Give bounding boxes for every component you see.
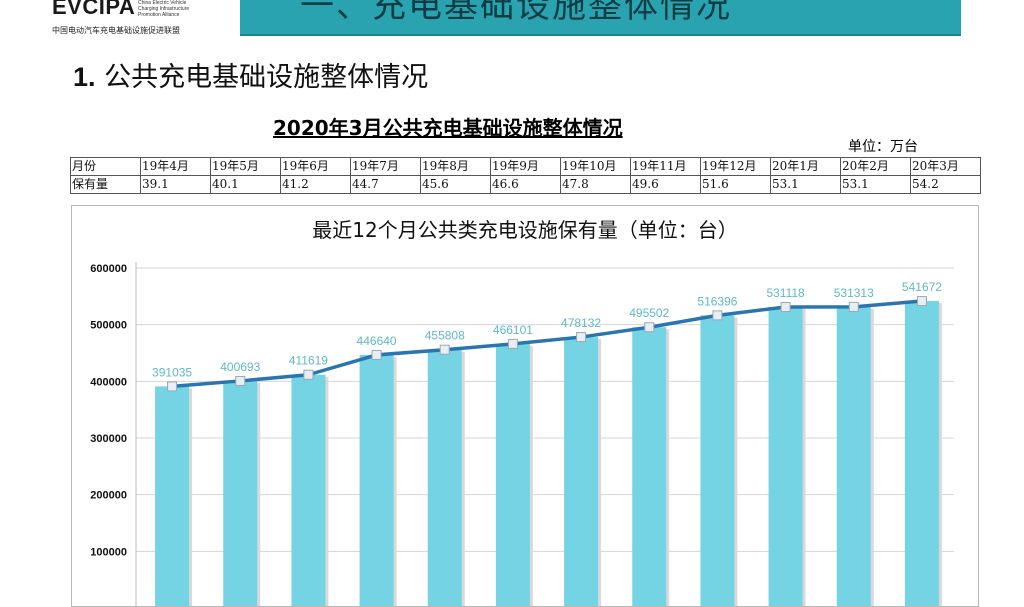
data-label: 495502	[629, 306, 669, 320]
monthly-stock-table: 月份 19年4月 19年5月 19年6月 19年7月 19年8月 19年9月 1…	[70, 157, 981, 194]
data-label: 455808	[425, 329, 465, 343]
data-label: 446640	[357, 334, 397, 348]
line-marker	[371, 349, 382, 360]
line-marker	[848, 301, 859, 312]
month-cell: 19年8月	[420, 157, 491, 176]
month-cell: 20年3月	[910, 157, 981, 176]
slide-title-banner: 一、充电基础设施整体情况	[240, 0, 961, 36]
bar	[768, 307, 803, 606]
data-label: 531118	[766, 286, 805, 300]
stock-bar-chart: 最近12个月公共类充电设施保有量（单位：台） 100000 200000 300000…	[90, 218, 954, 606]
section-title: 公共充电基础设施整体情况	[104, 62, 429, 93]
logo-subtitle-cn: 中国电动汽车充电基础设施促进联盟	[52, 26, 180, 35]
bar	[632, 327, 667, 606]
month-cell: 19年4月	[140, 157, 211, 176]
month-cell: 20年1月	[770, 157, 841, 176]
data-label: 411619	[289, 354, 328, 368]
data-label: 516396	[697, 294, 737, 308]
value-cell: 41.2	[280, 175, 351, 194]
value-cell: 51.6	[700, 175, 771, 194]
y-tick-label: 100000	[90, 546, 127, 558]
data-label: 531313	[834, 286, 874, 300]
data-label: 400693	[220, 360, 260, 374]
y-tick-label: 500000	[90, 320, 127, 332]
trend-line	[171, 299, 923, 389]
bar	[836, 306, 871, 606]
logo-subtitle-en: China Electric Vehicle Charging Infrastr…	[138, 0, 190, 18]
section-number: 1.	[73, 62, 96, 92]
y-tick-label: 200000	[90, 490, 127, 502]
slide-title-text: 一、充电基础设施整体情况	[300, 0, 732, 26]
line-marker	[644, 322, 655, 333]
line-marker	[167, 381, 178, 392]
y-tick-label: 600000	[90, 263, 127, 275]
line-marker	[507, 338, 518, 349]
row-label-month: 月份	[70, 157, 141, 176]
bar	[223, 380, 258, 606]
data-label: 391035	[152, 365, 192, 379]
section-heading: 1. 公共充电基础设施整体情况	[73, 55, 428, 94]
line-marker	[916, 296, 927, 307]
bar	[291, 374, 326, 606]
bar	[904, 301, 939, 606]
value-cell: 40.1	[210, 175, 281, 194]
bar	[495, 343, 530, 606]
value-cell: 47.8	[560, 175, 631, 194]
bar	[427, 349, 462, 606]
table-title: 2020年3月公共充电基础设施整体情况	[273, 116, 623, 140]
month-cell: 19年7月	[350, 157, 421, 176]
line-marker	[439, 344, 450, 355]
unit-label: 单位：万台	[848, 139, 918, 155]
month-cell: 19年12月	[700, 157, 771, 176]
table-row-values: 保有量 39.1 40.1 41.2 44.7 45.6 46.6 47.8 4…	[70, 175, 981, 194]
table-row-months: 月份 19年4月 19年5月 19年6月 19年7月 19年8月 19年9月 1…	[70, 157, 981, 176]
line-marker	[235, 375, 246, 386]
value-cell: 39.1	[140, 175, 211, 194]
y-tick-label: 400000	[90, 376, 127, 388]
month-cell: 19年9月	[490, 157, 561, 176]
line-marker	[780, 302, 791, 313]
chart-panel: 最近12个月公共类充电设施保有量（单位：台） 100000 200000 300000…	[71, 205, 979, 607]
bar	[359, 354, 394, 606]
value-cell: 45.6	[420, 175, 491, 194]
month-cell: 19年10月	[560, 157, 631, 176]
value-cell: 44.7	[350, 175, 421, 194]
chart-title: 最近12个月公共类充电设施保有量（单位：台）	[312, 218, 737, 242]
month-cell: 20年2月	[840, 157, 911, 176]
value-cell: 53.1	[770, 175, 841, 194]
value-cell: 54.2	[910, 175, 981, 194]
bar	[564, 337, 599, 606]
data-label: 478132	[561, 316, 601, 330]
month-cell: 19年6月	[280, 157, 351, 176]
logo-brand: EVCIPA	[52, 0, 136, 19]
row-label-stock: 保有量	[70, 175, 141, 194]
bar	[155, 386, 190, 606]
month-cell: 19年11月	[630, 157, 701, 176]
value-cell: 53.1	[840, 175, 911, 194]
y-tick-label: 300000	[90, 433, 127, 445]
data-label: 466101	[493, 323, 533, 337]
month-cell: 19年5月	[210, 157, 281, 176]
line-marker	[303, 369, 314, 380]
data-label: 541672	[902, 280, 942, 294]
value-cell: 49.6	[630, 175, 701, 194]
bar	[700, 315, 735, 606]
alliance-logo: EVCIPA China Electric Vehicle Charging I…	[0, 0, 230, 40]
line-marker	[576, 332, 587, 343]
line-marker	[712, 310, 723, 321]
value-cell: 46.6	[490, 175, 561, 194]
